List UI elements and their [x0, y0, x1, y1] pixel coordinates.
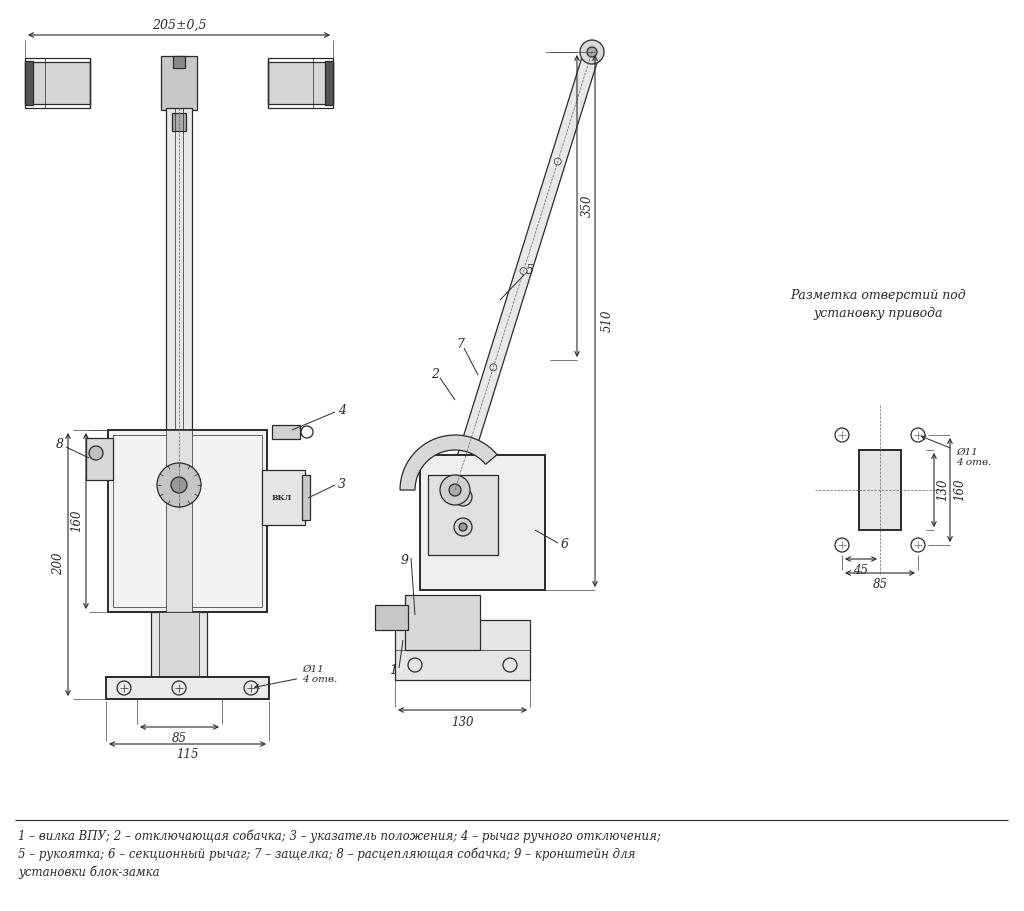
Text: 510: 510: [600, 310, 613, 333]
Bar: [268, 58, 333, 108]
Bar: [108, 430, 267, 612]
Bar: [113, 435, 262, 607]
Text: 350: 350: [581, 195, 594, 217]
Polygon shape: [447, 49, 600, 492]
Bar: [159, 612, 199, 677]
Circle shape: [454, 488, 472, 506]
Text: 1: 1: [389, 663, 397, 677]
Text: установки блок-замка: установки блок-замка: [18, 865, 160, 879]
Bar: [173, 56, 185, 68]
Text: 8: 8: [56, 438, 63, 452]
Bar: [106, 677, 269, 699]
Circle shape: [440, 475, 470, 505]
Bar: [302, 475, 310, 520]
Text: 4: 4: [338, 404, 346, 416]
Bar: [268, 62, 333, 104]
Text: 130: 130: [937, 479, 949, 501]
Bar: [262, 470, 305, 525]
Bar: [272, 425, 300, 439]
Text: 6: 6: [561, 538, 569, 551]
Text: 200: 200: [52, 553, 66, 575]
Bar: [395, 620, 530, 680]
Text: 45: 45: [853, 564, 868, 577]
Bar: [859, 450, 901, 530]
Text: 160: 160: [953, 479, 967, 501]
Text: 7: 7: [456, 339, 464, 352]
Bar: [172, 113, 186, 131]
Bar: [406, 595, 480, 650]
Circle shape: [454, 518, 472, 536]
Text: 5 – рукоятка; 6 – секционный рычаг; 7 – защелка; 8 – расцепляющая собачка; 9 – к: 5 – рукоятка; 6 – секционный рычаг; 7 – …: [18, 847, 635, 861]
Text: 205±0,5: 205±0,5: [152, 18, 206, 32]
Text: 5: 5: [526, 263, 534, 277]
Polygon shape: [400, 435, 497, 490]
Text: 85: 85: [872, 578, 888, 590]
Bar: [428, 475, 498, 555]
Bar: [25, 58, 90, 108]
Text: 1 – вилка ВПУ; 2 – отключающая собачка; 3 – указатель положения; 4 – рычаг ручно: 1 – вилка ВПУ; 2 – отключающая собачка; …: [18, 829, 660, 843]
Circle shape: [580, 40, 604, 64]
Text: 160: 160: [71, 510, 84, 532]
Text: 3: 3: [338, 478, 346, 492]
Text: ВКЛ: ВКЛ: [272, 494, 292, 502]
Bar: [86, 438, 113, 480]
Bar: [25, 62, 90, 104]
Text: 115: 115: [176, 749, 199, 762]
Bar: [420, 455, 545, 590]
Circle shape: [157, 463, 201, 507]
Text: 130: 130: [451, 715, 473, 729]
Bar: [166, 108, 193, 430]
Bar: [25, 61, 33, 105]
Text: Разметка отверстий под: Разметка отверстий под: [791, 289, 966, 302]
Bar: [151, 612, 207, 677]
Text: Ø11
4 отв.: Ø11 4 отв.: [255, 665, 337, 689]
Text: 2: 2: [431, 369, 439, 382]
Circle shape: [459, 493, 467, 501]
Circle shape: [587, 47, 597, 57]
Text: установку привода: установку привода: [813, 306, 943, 320]
Circle shape: [449, 484, 461, 496]
Bar: [375, 605, 408, 630]
Circle shape: [459, 523, 467, 531]
Bar: [325, 61, 333, 105]
Text: Ø11
4 отв.: Ø11 4 отв.: [922, 436, 991, 467]
Bar: [161, 56, 197, 110]
Circle shape: [171, 477, 187, 493]
Text: 85: 85: [171, 732, 186, 744]
Bar: [166, 430, 193, 612]
Circle shape: [89, 446, 103, 460]
Text: 9: 9: [401, 554, 409, 567]
